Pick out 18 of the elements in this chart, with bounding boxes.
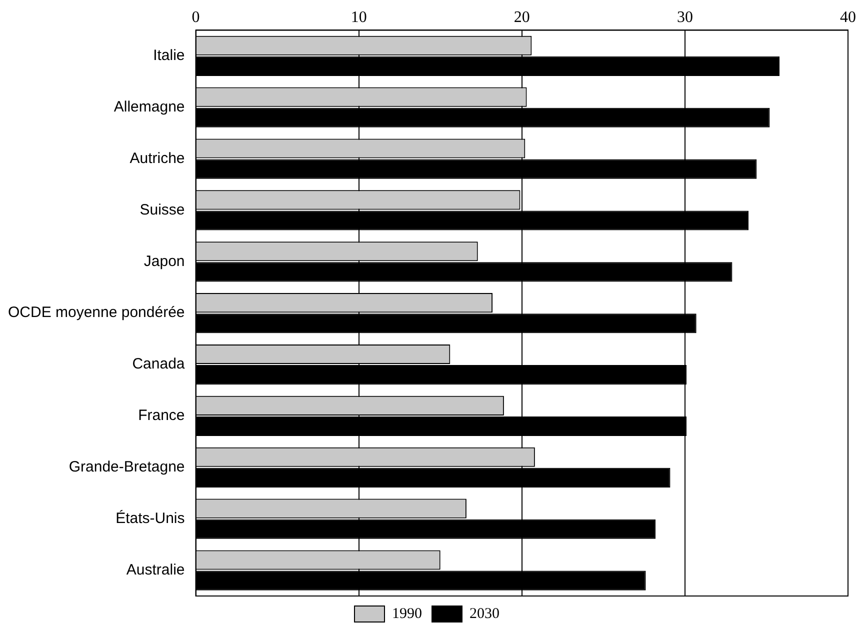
y-tick-label: Japon [144, 252, 185, 270]
x-tick-label: 0 [192, 8, 200, 26]
x-tick-label: 10 [350, 8, 367, 26]
y-tick-label: Grande-Bretagne [68, 458, 185, 476]
x-tick-label: 30 [676, 8, 693, 26]
legend-label: 1990 [392, 606, 422, 622]
y-tick-label: États-Unis [116, 508, 185, 527]
y-tick-label: France [138, 407, 185, 424]
y-tick-label: Suisse [140, 201, 185, 218]
y-tick-label: Allemagne [114, 98, 185, 116]
y-tick-label: Canada [132, 356, 186, 373]
y-tick-label: OCDE moyenne pondérée [8, 304, 185, 322]
y-tick-label: Italie [153, 47, 185, 64]
y-tick-label: Autriche [130, 150, 185, 167]
y-tick-label: Australie [126, 561, 185, 578]
x-tick-label: 40 [840, 8, 856, 26]
x-tick-label: 20 [514, 8, 530, 26]
legend-label: 2030 [470, 606, 500, 622]
